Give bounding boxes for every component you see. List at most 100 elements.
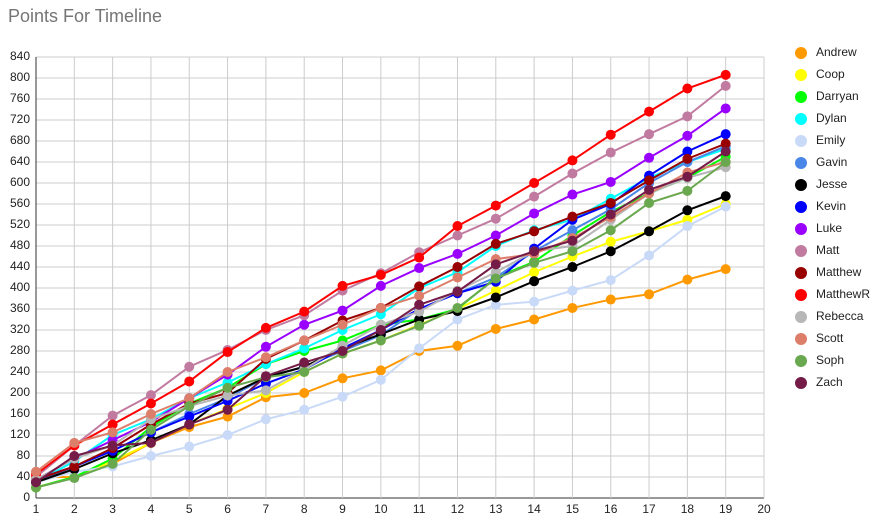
legend-label: Andrew (816, 45, 857, 59)
x-tick-label: 19 (719, 502, 733, 516)
data-point (337, 280, 348, 291)
data-point (644, 175, 655, 186)
data-point (260, 352, 271, 363)
y-tick-label: 560 (10, 196, 30, 210)
data-point (184, 393, 195, 404)
y-tick-label: 440 (10, 259, 30, 273)
data-point (145, 424, 156, 435)
legend-marker (795, 267, 807, 279)
data-point (107, 427, 118, 438)
data-point (605, 225, 616, 236)
data-point (682, 171, 693, 182)
data-point (107, 419, 118, 430)
data-point (337, 391, 348, 402)
data-point (567, 262, 578, 272)
legend-label: Rebecca (816, 309, 864, 323)
data-point (529, 226, 540, 237)
x-tick-label: 4 (148, 502, 155, 516)
data-point (31, 477, 41, 488)
y-tick-label: 240 (10, 364, 30, 378)
data-point (414, 320, 425, 331)
y-tick-label: 400 (10, 280, 30, 294)
data-point (375, 374, 386, 385)
legend-label: MatthewR (816, 287, 870, 301)
data-point (337, 373, 348, 384)
data-point (184, 401, 195, 412)
data-point (260, 371, 271, 382)
data-point (145, 451, 156, 461)
data-point (529, 208, 540, 219)
x-tick-label: 3 (109, 502, 116, 516)
legend-marker (795, 113, 807, 125)
data-point (107, 440, 118, 451)
data-point (567, 168, 578, 179)
data-point (644, 129, 655, 140)
data-point (567, 211, 578, 222)
data-point (490, 230, 501, 241)
data-point (682, 111, 693, 122)
legend-label: Gavin (816, 155, 847, 169)
legend-label: Jesse (816, 177, 848, 191)
data-point (490, 213, 501, 224)
y-tick-label: 840 (10, 49, 30, 63)
legend-label: Zach (816, 375, 843, 389)
data-point (567, 285, 578, 296)
data-point (414, 290, 425, 301)
data-point (605, 129, 616, 140)
data-point (605, 246, 616, 257)
data-point (222, 347, 233, 358)
legend-label: Matt (816, 243, 840, 257)
data-point (567, 235, 578, 246)
data-point (145, 390, 156, 401)
data-point (375, 280, 386, 291)
data-point (107, 458, 118, 469)
data-point (605, 147, 616, 158)
data-point (260, 341, 271, 352)
data-point (644, 289, 655, 300)
data-point (605, 197, 616, 208)
data-point (414, 343, 425, 354)
x-tick-label: 16 (604, 502, 618, 516)
data-point (605, 236, 616, 247)
data-point (337, 319, 348, 330)
data-point (299, 335, 310, 346)
y-tick-label: 800 (10, 70, 30, 84)
legend-marker (795, 311, 807, 323)
legend-label: Coop (816, 67, 845, 81)
data-point (644, 106, 655, 117)
chart-title: Points For Timeline (8, 6, 162, 26)
legend-label: Scott (816, 331, 844, 345)
legend-marker (795, 223, 807, 235)
x-tick-label: 7 (263, 502, 270, 516)
data-point (682, 146, 693, 157)
x-tick-label: 14 (527, 502, 541, 516)
data-point (720, 157, 731, 167)
x-tick-label: 18 (681, 502, 695, 516)
legend-label: Matthew (816, 265, 862, 279)
data-point (644, 152, 655, 163)
x-tick-label: 6 (224, 502, 231, 516)
data-point (682, 274, 693, 285)
legend-marker (795, 47, 807, 59)
data-point (529, 267, 540, 278)
data-point (299, 404, 310, 415)
data-point (529, 276, 540, 287)
y-tick-label: 160 (10, 406, 30, 420)
legend-marker (795, 157, 807, 169)
data-point (605, 294, 616, 305)
data-point (682, 185, 693, 196)
legend-marker (795, 377, 807, 389)
data-point (375, 365, 386, 376)
x-tick-label: 8 (301, 502, 308, 516)
data-point (414, 252, 425, 263)
data-point (452, 230, 463, 241)
data-point (69, 451, 80, 461)
legend-label: Darryan (816, 89, 859, 103)
data-point (31, 466, 41, 477)
data-point (299, 357, 310, 368)
y-tick-label: 80 (17, 448, 31, 462)
x-tick-label: 12 (451, 502, 465, 516)
y-tick-label: 40 (17, 469, 31, 483)
data-point (337, 346, 348, 356)
